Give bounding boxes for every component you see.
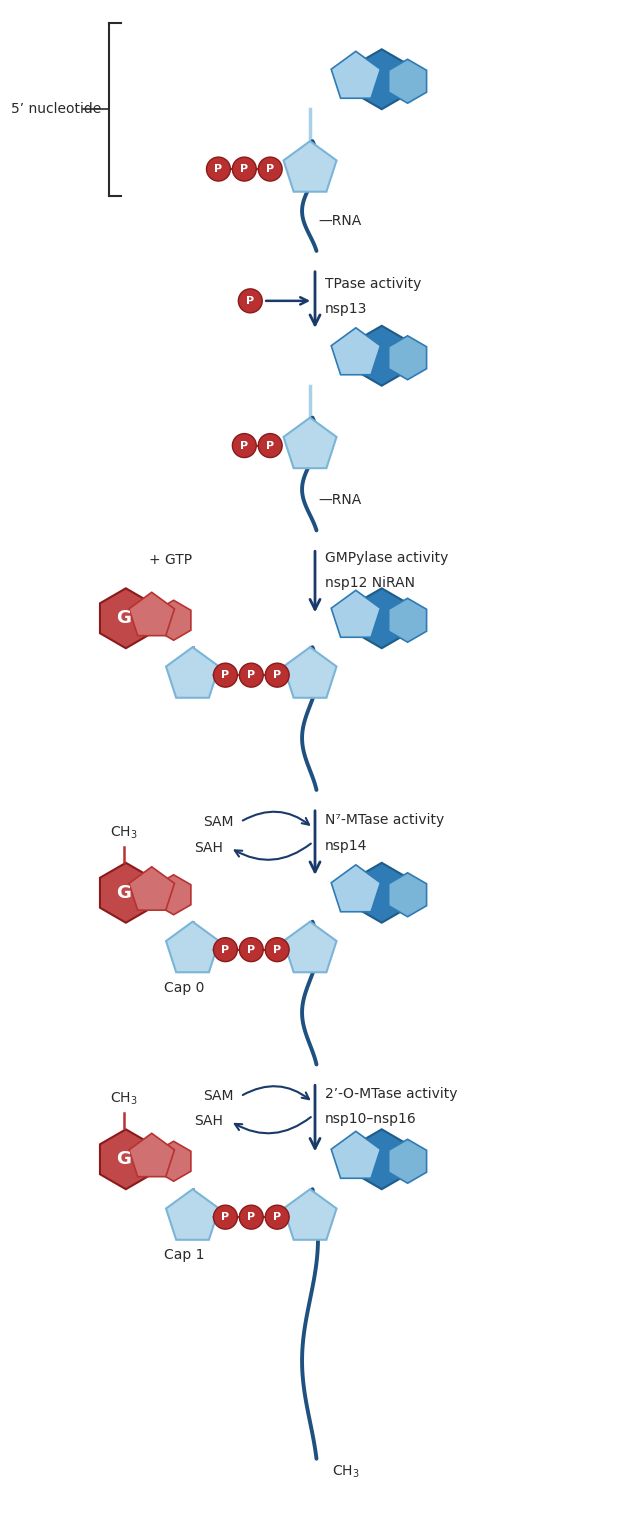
Text: Cap 1: Cap 1: [164, 1249, 205, 1262]
Text: nsp10–nsp16: nsp10–nsp16: [325, 1112, 417, 1127]
Circle shape: [239, 1205, 264, 1229]
Polygon shape: [283, 922, 337, 972]
Text: nsp13: nsp13: [325, 302, 367, 316]
Text: P: P: [273, 945, 281, 954]
Circle shape: [232, 156, 257, 181]
Polygon shape: [389, 59, 427, 103]
Polygon shape: [100, 1129, 152, 1189]
Text: SAM: SAM: [203, 814, 234, 829]
Polygon shape: [283, 1189, 337, 1240]
Circle shape: [213, 937, 237, 962]
Polygon shape: [166, 1189, 219, 1240]
Text: CH$_3$: CH$_3$: [110, 1091, 138, 1107]
Text: SAM: SAM: [203, 1089, 234, 1103]
Text: P: P: [247, 945, 255, 954]
Circle shape: [258, 433, 282, 457]
Text: P: P: [273, 1212, 281, 1223]
Text: P: P: [273, 670, 281, 681]
Polygon shape: [389, 873, 427, 916]
Circle shape: [239, 937, 264, 962]
Circle shape: [238, 289, 262, 313]
Text: G: G: [116, 1150, 131, 1168]
Polygon shape: [356, 325, 408, 386]
Polygon shape: [100, 863, 152, 922]
Polygon shape: [389, 1139, 427, 1183]
Polygon shape: [356, 863, 408, 922]
Text: SAH: SAH: [194, 842, 224, 855]
Text: P: P: [240, 441, 248, 451]
Circle shape: [206, 156, 231, 181]
Text: P: P: [240, 164, 248, 175]
Text: P: P: [247, 1212, 255, 1223]
Text: + GTP: + GTP: [149, 553, 192, 568]
Text: G: G: [116, 609, 131, 627]
Text: P: P: [222, 945, 229, 954]
Circle shape: [258, 156, 282, 181]
Polygon shape: [331, 1132, 380, 1179]
Circle shape: [265, 664, 289, 687]
Circle shape: [265, 1205, 289, 1229]
Text: N⁷-MTase activity: N⁷-MTase activity: [325, 813, 444, 826]
Text: —RNA: —RNA: [318, 214, 361, 228]
Polygon shape: [100, 588, 152, 649]
Text: P: P: [222, 1212, 229, 1223]
Circle shape: [239, 664, 264, 687]
Polygon shape: [283, 647, 337, 697]
Polygon shape: [129, 1133, 175, 1177]
Text: Cap 0: Cap 0: [164, 981, 204, 995]
Text: G: G: [116, 884, 131, 902]
Text: P: P: [222, 670, 229, 681]
Text: 5’ nucleotide: 5’ nucleotide: [11, 102, 102, 115]
Polygon shape: [156, 875, 191, 914]
Text: TPase activity: TPase activity: [325, 276, 422, 290]
Polygon shape: [389, 336, 427, 380]
Text: P: P: [246, 296, 255, 305]
Circle shape: [265, 937, 289, 962]
Polygon shape: [356, 588, 408, 649]
Polygon shape: [129, 867, 175, 910]
Text: —RNA: —RNA: [318, 494, 361, 507]
Text: nsp14: nsp14: [325, 838, 367, 852]
Polygon shape: [331, 864, 380, 911]
Text: CH$_3$: CH$_3$: [110, 825, 138, 842]
Text: nsp12 NiRAN: nsp12 NiRAN: [325, 576, 415, 591]
Text: P: P: [266, 441, 274, 451]
Polygon shape: [331, 591, 380, 638]
Polygon shape: [156, 1141, 191, 1182]
Text: SAH: SAH: [194, 1115, 224, 1129]
Polygon shape: [283, 141, 337, 191]
Text: GMPylase activity: GMPylase activity: [325, 551, 448, 565]
Polygon shape: [331, 52, 380, 99]
Circle shape: [232, 433, 257, 457]
Polygon shape: [166, 922, 219, 972]
Polygon shape: [156, 600, 191, 639]
Polygon shape: [166, 647, 219, 697]
Text: P: P: [266, 164, 274, 175]
Polygon shape: [389, 598, 427, 643]
Polygon shape: [331, 328, 380, 375]
Circle shape: [213, 1205, 237, 1229]
Text: CH$_3$: CH$_3$: [332, 1464, 359, 1480]
Text: P: P: [215, 164, 222, 175]
Text: 2’-​O-MTase activity: 2’-​O-MTase activity: [325, 1088, 457, 1101]
Text: P: P: [247, 670, 255, 681]
Polygon shape: [129, 592, 175, 635]
Polygon shape: [283, 418, 337, 468]
Polygon shape: [356, 49, 408, 109]
Polygon shape: [356, 1129, 408, 1189]
Circle shape: [213, 664, 237, 687]
